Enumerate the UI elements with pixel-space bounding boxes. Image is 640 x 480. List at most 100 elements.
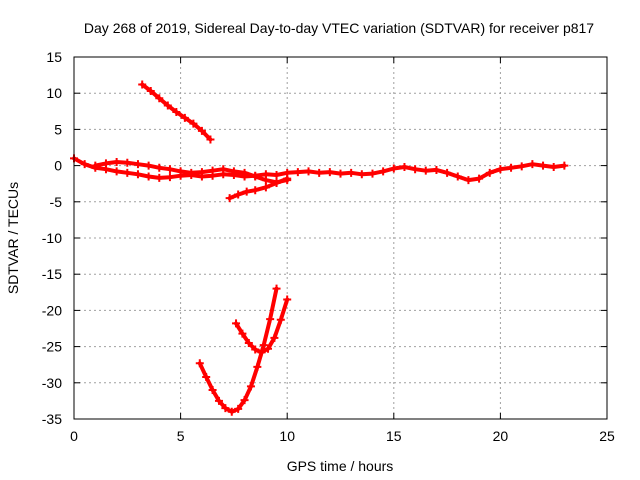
data-point [189,119,198,128]
y-tick-label: -35 [42,411,62,427]
data-point [517,162,526,171]
axis-ticks: 0 5 10 15 20 25 15 10 5 0 -5 -10 -15 -20 -25 -30 -35 [42,49,615,444]
data-point [496,165,505,174]
data-point [251,186,260,195]
data-point [475,174,484,183]
data-point [112,167,121,176]
data-point [485,168,494,177]
data-point [165,173,174,182]
data-point [219,165,228,174]
data-point [368,169,377,178]
data-point [272,178,281,187]
data-point [421,166,430,175]
data-point [144,161,153,170]
x-tick-label: 0 [70,428,78,444]
data-point [261,176,270,185]
x-tick-label: 15 [386,428,402,444]
data-point [163,101,172,110]
data-point [91,161,100,170]
data-point [176,167,185,176]
data-point [234,190,243,199]
data-point [507,163,516,172]
data-point [304,167,313,176]
data-point [283,295,292,304]
data-point [270,333,279,342]
data-points [70,80,569,416]
data-series [138,80,215,144]
grid-lines [74,57,607,419]
y-tick-label: -5 [50,194,63,210]
data-point [197,168,206,177]
chart-title: Day 268 of 2019, Sidereal Day-to-day VTE… [84,20,594,36]
data-point [244,338,253,347]
data-point [80,160,89,169]
data-point [276,315,285,324]
x-tick-label: 10 [279,428,295,444]
data-point [264,344,273,353]
y-axis-label: SDTVAR / TECUs [5,182,21,294]
data-point [539,161,548,170]
data-point [464,176,473,185]
data-point [225,194,234,203]
y-tick-label: -15 [42,266,62,282]
data-point [293,168,302,177]
data-point [101,159,110,168]
data-point [432,165,441,174]
data-point [221,404,230,413]
y-tick-label: 10 [46,85,62,101]
data-point [251,172,260,181]
data-point [347,168,356,177]
data-point [214,396,223,405]
data-point [528,160,537,169]
y-tick-label: 15 [46,49,62,65]
data-point [123,158,132,167]
data-point [208,166,217,175]
data-point [155,173,164,182]
data-series [70,154,569,185]
data-point [266,315,275,324]
data-point [251,345,260,354]
data-point [144,172,153,181]
data-point [229,167,238,176]
data-point [180,113,189,122]
data-point [379,167,388,176]
data-point [123,168,132,177]
x-axis-label: GPS time / hours [287,458,394,474]
data-point [155,94,164,103]
data-point [283,174,292,183]
data-point [253,362,262,371]
data-point [172,108,181,117]
data-point [400,163,409,172]
x-tick-label: 5 [177,428,185,444]
y-tick-label: -25 [42,339,62,355]
data-point [240,168,249,177]
data-point [195,359,204,368]
data-point [315,168,324,177]
data-point [208,386,217,395]
data-point [443,168,452,177]
data-point [549,163,558,172]
data-point [246,382,255,391]
data-point [227,407,236,416]
data-series [232,295,292,357]
y-tick-label: -10 [42,230,62,246]
data-point [155,163,164,172]
data-point [146,87,155,96]
data-point [187,168,196,177]
data-point [336,169,345,178]
data-point [259,341,268,350]
data-point [272,171,281,180]
data-series [195,284,281,416]
x-tick-label: 25 [599,428,615,444]
data-point [197,126,206,135]
data-point [411,165,420,174]
data-point [206,135,215,144]
data-point [238,329,247,338]
data-point [133,170,142,179]
y-tick-label: 0 [54,158,62,174]
data-point [234,404,243,413]
data-point [133,160,142,169]
data-point [202,373,211,382]
data-point [325,168,334,177]
